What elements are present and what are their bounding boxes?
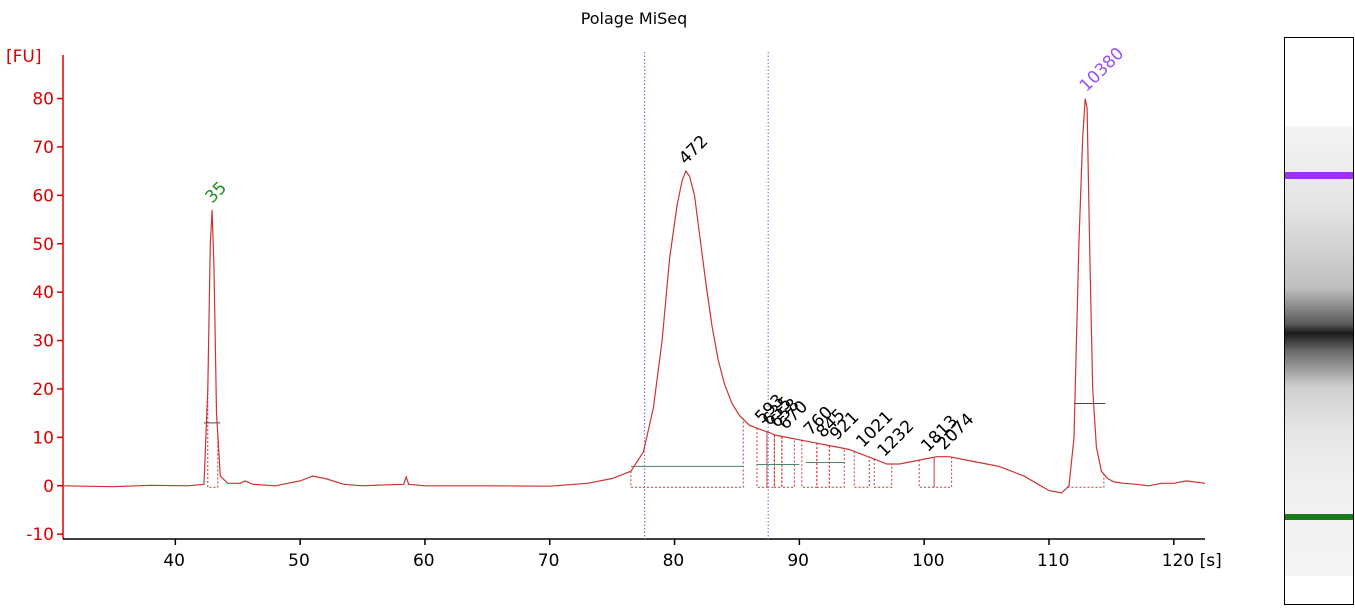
peak-labels: 3547259363565867076084592110211232181320… [202, 44, 1129, 461]
y-tick-label: 70 [32, 138, 54, 158]
integration-box [873, 459, 893, 488]
y-tick-label: 30 [32, 332, 54, 352]
x-tick-label: 110 [1037, 551, 1069, 571]
region-markers [644, 52, 769, 539]
integration-box [766, 431, 775, 488]
peak-integration-boxes [204, 388, 1106, 488]
x-tick-label: 90 [787, 551, 809, 571]
x-tick-label: 50 [288, 551, 310, 571]
y-tick-label: 40 [32, 283, 54, 303]
x-tick-label: 120 [s] [1162, 551, 1222, 571]
peak-label: 10380 [1076, 44, 1128, 96]
chart-title: Polage MiSeq [581, 9, 688, 28]
integration-box [781, 436, 795, 488]
y-tick-label: 20 [32, 380, 54, 400]
integration-box [801, 440, 818, 488]
x-tick-label: 60 [413, 551, 435, 571]
x-tick-label: 100 [912, 551, 944, 571]
peak-label: 35 [202, 178, 231, 207]
integration-box [816, 443, 830, 488]
y-tick-label: -10 [26, 525, 54, 545]
x-axis: 40 50 60 70 80 90 100 110 120 [s] [63, 538, 1222, 571]
integration-box [630, 419, 744, 488]
gel-image-panel [1284, 37, 1354, 605]
x-tick-label: 40 [163, 551, 185, 571]
integration-box [773, 434, 783, 488]
y-tick-label: 0 [43, 477, 54, 497]
y-axis-label: [FU] [6, 47, 42, 67]
gel-band-lower-marker [1285, 514, 1353, 520]
plot-area [62, 98, 1206, 494]
y-tick-label: 80 [32, 90, 54, 110]
integration-box [756, 428, 768, 488]
integration-box [828, 445, 845, 488]
fluorescence-trace [62, 98, 1206, 494]
x-tick-label: 80 [663, 551, 685, 571]
gel-lane-background [1285, 126, 1353, 576]
peak-label: 472 [675, 132, 712, 169]
integration-box [918, 457, 935, 488]
integration-box [207, 388, 219, 488]
x-tick-label: 70 [538, 551, 560, 571]
y-axis: -10 0 10 20 30 40 50 60 70 80 [26, 55, 64, 545]
gel-band-upper-marker [1285, 172, 1353, 179]
integration-box [853, 451, 870, 488]
y-tick-label: 10 [32, 428, 54, 448]
integration-box [933, 457, 953, 488]
y-tick-label: 50 [32, 235, 54, 255]
y-tick-label: 60 [32, 186, 54, 206]
integration-box [1068, 474, 1105, 488]
